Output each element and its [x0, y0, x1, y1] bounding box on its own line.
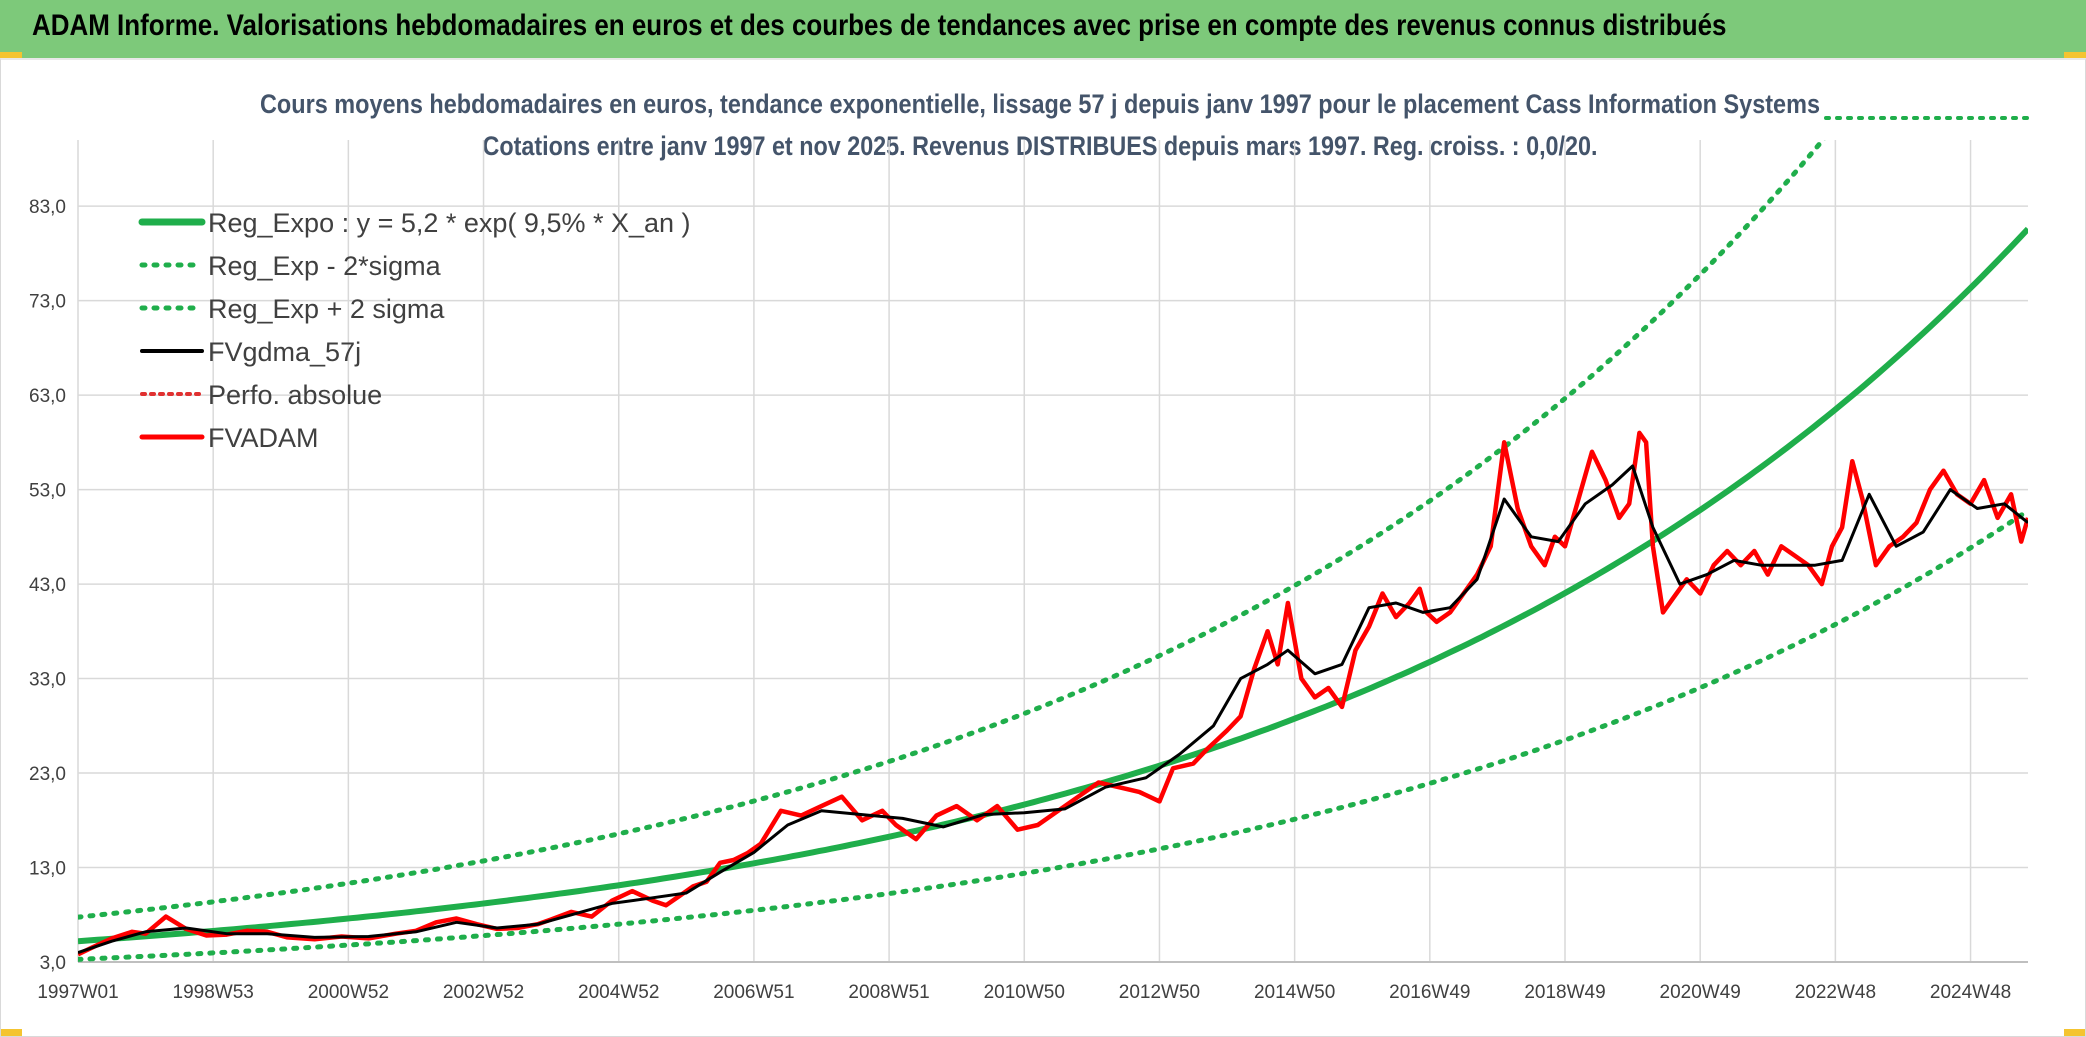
legend: Reg_Expo : y = 5,2 * exp( 9,5% * X_an ) R… — [138, 208, 691, 453]
x-tick-label: 2022W48 — [1795, 982, 1876, 1003]
x-tick-label: 2008W51 — [848, 982, 929, 1003]
corner-marker-bottom-left — [0, 1029, 22, 1037]
series-lines — [78, 140, 2028, 962]
x-tick-label: 1998W53 — [173, 982, 254, 1003]
legend-label: Reg_Expo : y = 5,2 * exp( 9,5% * X_an ) — [208, 208, 691, 238]
y-axis-ticks: 3,0 13,0 23,0 33,0 43,0 53,0 63,0 73,0 83,0 — [29, 197, 66, 974]
y-tick-label: 13,0 — [29, 859, 66, 880]
y-tick-label: 43,0 — [29, 575, 66, 596]
x-tick-label: 2020W49 — [1660, 982, 1741, 1003]
header-bar: ADAM Informe. Valorisations hebdomadaire… — [0, 0, 2086, 58]
y-tick-label: 23,0 — [29, 764, 66, 785]
legend-label: FVgdma_57j — [208, 337, 361, 367]
chart-subtitle: Cotations entre janv 1997 et nov 2025. R… — [483, 131, 1598, 161]
header-title: ADAM Informe. Valorisations hebdomadaire… — [32, 9, 1727, 42]
x-tick-label: 2004W52 — [578, 982, 659, 1003]
x-tick-label: 2014W50 — [1254, 982, 1335, 1003]
chart-title: Cours moyens hebdomadaires en euros, ten… — [260, 89, 1820, 119]
x-tick-label: 2012W50 — [1119, 982, 1200, 1003]
x-tick-label: 2006W51 — [713, 982, 794, 1003]
corner-marker-top-right — [2064, 52, 2086, 60]
series-line-fvadam — [78, 430, 2028, 957]
corner-marker-top-left — [0, 52, 22, 60]
x-tick-label: 2010W50 — [984, 982, 1065, 1003]
x-tick-label: 2000W52 — [308, 982, 389, 1003]
x-axis-ticks: 1997W01 1998W53 2000W52 2002W52 2004W52 2006W… — [37, 982, 2011, 1003]
y-tick-label: 53,0 — [29, 481, 66, 502]
corner-marker-bottom-right — [2064, 1029, 2086, 1037]
x-tick-label: 2024W48 — [1930, 982, 2011, 1003]
y-tick-label: 3,0 — [40, 953, 66, 974]
legend-label: Perfo. absolue — [208, 380, 382, 410]
series-line-trend — [78, 226, 2028, 945]
series-line-lower-band — [78, 508, 2028, 962]
legend-label: Reg_Exp - 2*sigma — [208, 251, 442, 281]
y-tick-label: 83,0 — [29, 197, 66, 218]
legend-label: Reg_Exp + 2 sigma — [208, 294, 445, 324]
x-tick-label: 2018W49 — [1524, 982, 1605, 1003]
x-tick-label: 2002W52 — [443, 982, 524, 1003]
y-tick-label: 63,0 — [29, 386, 66, 407]
legend-label: FVADAM — [208, 423, 319, 453]
x-tick-label: 1997W01 — [37, 982, 118, 1003]
series-line-upper-band — [78, 140, 1827, 920]
y-tick-label: 33,0 — [29, 670, 66, 691]
y-tick-label: 73,0 — [29, 292, 66, 313]
series-line-fvgdma — [78, 464, 2028, 955]
x-tick-label: 2016W49 — [1389, 982, 1470, 1003]
